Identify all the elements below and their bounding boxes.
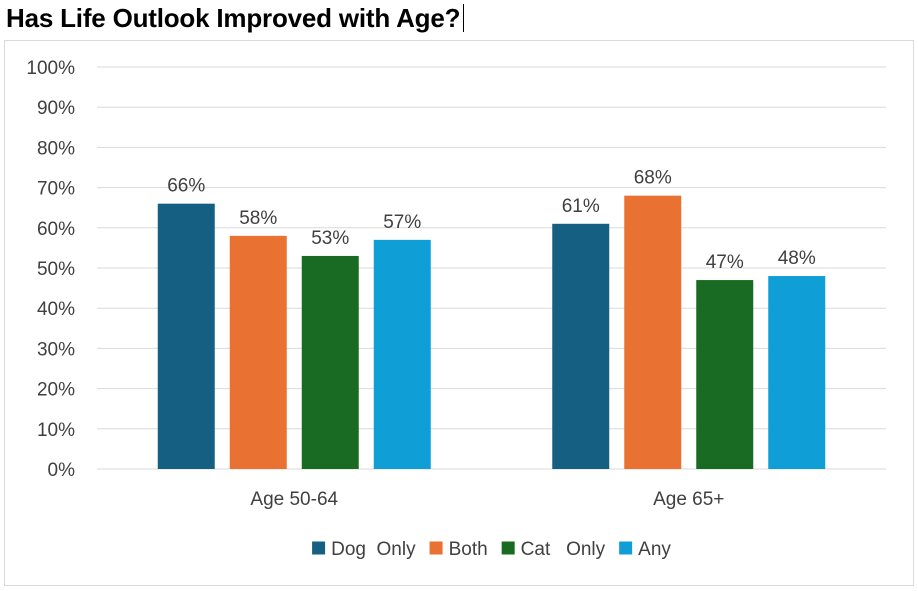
legend-item[interactable]: Cat Only xyxy=(501,539,606,560)
legend-swatch xyxy=(312,541,326,555)
legend-label: Both xyxy=(449,539,488,560)
bars xyxy=(157,195,826,469)
category-label: Age 50-64 xyxy=(250,489,338,510)
bar[interactable] xyxy=(696,280,754,469)
data-label: 61% xyxy=(562,196,600,217)
chart-title: Has Life Outlook Improved with Age? xyxy=(6,2,461,33)
y-tick-label: 30% xyxy=(37,339,75,360)
legend: Dog Only Both Cat Only Any xyxy=(312,539,671,560)
y-tick-label: 50% xyxy=(37,259,75,280)
bar[interactable] xyxy=(157,203,215,469)
chart-title-row: Has Life Outlook Improved with Age? xyxy=(6,0,465,36)
data-labels: 66% 58% 53% 57% 61% 68% 47% 48% xyxy=(167,168,816,273)
data-label: 57% xyxy=(383,212,421,233)
bar[interactable] xyxy=(301,255,359,469)
text-cursor xyxy=(463,4,465,32)
y-tick-label: 70% xyxy=(37,179,75,200)
bar[interactable] xyxy=(373,239,431,469)
bar[interactable] xyxy=(768,276,826,469)
y-tick-label: 0% xyxy=(48,460,76,481)
data-label: 58% xyxy=(239,208,277,229)
data-label: 66% xyxy=(167,176,205,197)
y-tick-label: 100% xyxy=(26,58,75,79)
legend-item[interactable]: Dog Only xyxy=(312,539,416,560)
legend-swatch xyxy=(429,541,443,555)
y-tick-label: 60% xyxy=(37,219,75,240)
data-label: 53% xyxy=(311,228,349,249)
bar[interactable] xyxy=(624,195,682,469)
legend-label: Cat Only xyxy=(521,539,606,560)
legend-swatch xyxy=(619,541,633,555)
gridlines xyxy=(97,66,886,470)
y-axis-tick-labels: 0% 10% 20% 30% 40% 50% 60% 70% 80% 90% 100% xyxy=(26,58,75,481)
legend-label: Any xyxy=(638,539,671,560)
y-tick-label: 80% xyxy=(37,138,75,159)
bar[interactable] xyxy=(552,223,610,469)
y-tick-label: 90% xyxy=(37,98,75,119)
data-label: 68% xyxy=(634,168,672,189)
chart-area[interactable] xyxy=(4,40,914,586)
data-label: 48% xyxy=(778,248,816,269)
data-label: 47% xyxy=(706,252,744,273)
bar[interactable] xyxy=(229,235,287,469)
y-tick-label: 20% xyxy=(37,380,75,401)
y-tick-label: 40% xyxy=(37,299,75,320)
legend-item[interactable]: Both xyxy=(429,539,488,560)
legend-item[interactable]: Any xyxy=(619,539,671,560)
y-tick-label: 10% xyxy=(37,420,75,441)
legend-label: Dog Only xyxy=(331,539,416,560)
legend-swatch xyxy=(501,541,515,555)
x-axis-category-labels: Age 50-64 Age 65+ xyxy=(250,489,724,510)
category-label: Age 65+ xyxy=(653,489,724,510)
